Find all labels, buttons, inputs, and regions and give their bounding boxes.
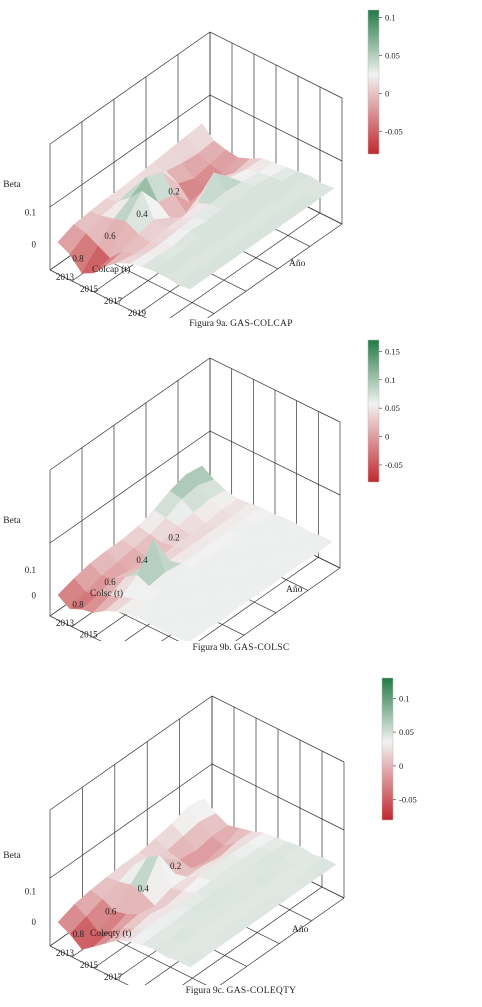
z-tick-label: 0 bbox=[32, 239, 37, 249]
colorbar-tick-label: -0.05 bbox=[399, 795, 417, 805]
surface bbox=[57, 123, 335, 290]
surface-chart-9c: 0 0.1 Beta 0.2 0.4 0.6 0.8 Coleqty (t) 2013 2015 2… bbox=[3, 677, 417, 985]
x-axis-label: Colsc (t) bbox=[90, 588, 123, 599]
x-tick-label: 0.6 bbox=[104, 231, 116, 241]
grid-line bbox=[49, 94, 343, 208]
z-tick-label: 0.1 bbox=[25, 565, 36, 575]
z-tick-label: 0 bbox=[32, 591, 37, 601]
chart-panel-9a: 0 0.1 Beta 0.2 0.4 0.6 0.8 Colcap (t) 2013 2015 20… bbox=[0, 0, 482, 336]
y-axis-label: Año bbox=[286, 585, 303, 595]
grid-line bbox=[235, 567, 341, 641]
x-axis-label: Coleqty (t) bbox=[90, 928, 131, 939]
colorbar bbox=[367, 9, 380, 155]
x-tick-label: 0.2 bbox=[168, 532, 179, 542]
x-tick-label: 0.6 bbox=[104, 577, 116, 587]
surface bbox=[57, 465, 333, 641]
caption-code: GAS-COLEQTY bbox=[226, 986, 297, 996]
surface-patch bbox=[177, 950, 207, 968]
caption-9b: Figura 9b. GAS-COLSC bbox=[0, 643, 482, 653]
surface-patch bbox=[177, 271, 207, 290]
colorbar-tick-label: 0.1 bbox=[385, 375, 396, 385]
z-axis-label: Beta bbox=[3, 516, 21, 526]
colorbar-tick-label: 0.05 bbox=[385, 403, 400, 413]
z-tick-label: 0.1 bbox=[25, 208, 36, 218]
surface bbox=[57, 798, 337, 968]
y-tick-label: 2019 bbox=[128, 984, 147, 985]
y-tick-label: 2015 bbox=[80, 284, 99, 294]
y-tick-label: 2015 bbox=[80, 630, 99, 640]
y-tick-label: 2017 bbox=[104, 972, 123, 982]
grid-line bbox=[49, 430, 341, 544]
colorbar-tick-label: -0.05 bbox=[385, 460, 403, 470]
x-tick-label: 0.8 bbox=[72, 254, 84, 264]
colorbar-tick-label: 0.05 bbox=[399, 727, 414, 737]
surface-patch bbox=[175, 626, 205, 641]
caption-prefix: Figura 9b. bbox=[192, 643, 232, 653]
grid-line bbox=[49, 357, 341, 471]
y-axis-label: Año bbox=[289, 259, 306, 269]
colorbar bbox=[381, 677, 394, 821]
colorbar-tick-label: 0 bbox=[399, 761, 403, 771]
caption-code: GAS-COLCAP bbox=[230, 319, 293, 329]
x-tick-label: 0.8 bbox=[73, 929, 85, 939]
x-tick-label: 0.6 bbox=[105, 906, 117, 916]
y-tick-label: 2013 bbox=[56, 272, 75, 282]
colorbar-tick-label: -0.05 bbox=[385, 126, 403, 136]
surface-chart-9a: 0 0.1 Beta 0.2 0.4 0.6 0.8 Colcap (t) 2013 2015 20… bbox=[3, 9, 403, 318]
caption-prefix: Figura 9c. bbox=[185, 986, 225, 996]
y-tick-label: 2015 bbox=[80, 960, 99, 970]
x-tick-label: 0.4 bbox=[138, 884, 150, 894]
y-tick-label: 2013 bbox=[56, 618, 75, 628]
grid-line bbox=[49, 615, 102, 641]
colorbar-tick-label: 0.1 bbox=[385, 13, 396, 23]
z-axis-label: Beta bbox=[3, 180, 21, 190]
y-tick-label: 2017 bbox=[104, 296, 123, 306]
colorbar-tick-label: 0.05 bbox=[385, 50, 400, 60]
grid-line bbox=[169, 212, 321, 318]
x-tick-label: 0.4 bbox=[136, 209, 148, 219]
grid-line bbox=[49, 31, 343, 145]
colorbar-tick-label: 0.15 bbox=[385, 346, 400, 356]
y-tick-label: 2013 bbox=[56, 948, 75, 958]
colorbar-tick-label: 0.1 bbox=[399, 693, 410, 703]
grid-line bbox=[49, 763, 345, 879]
x-tick-label: 0.2 bbox=[170, 861, 181, 871]
grid-line bbox=[49, 695, 345, 811]
z-tick-label: 0.1 bbox=[25, 887, 36, 897]
caption-prefix: Figura 9a. bbox=[189, 319, 228, 329]
grid-line bbox=[198, 557, 319, 641]
grid-line bbox=[182, 886, 323, 985]
colorbar bbox=[367, 339, 380, 483]
x-tick-label: 0.4 bbox=[136, 555, 148, 565]
x-tick-label: 0.8 bbox=[72, 600, 84, 610]
z-tick-label: 0 bbox=[32, 917, 37, 927]
z-axis-label: Beta bbox=[3, 851, 21, 861]
caption-9a: Figura 9a. GAS-COLCAP bbox=[0, 319, 482, 329]
caption-code: GAS-COLSC bbox=[233, 643, 290, 653]
grid-line bbox=[207, 223, 343, 318]
x-tick-label: 0.2 bbox=[168, 186, 179, 196]
y-axis-label: Año bbox=[292, 925, 309, 935]
grid-line bbox=[219, 897, 345, 985]
chart-panel-9c: 0 0.1 Beta 0.2 0.4 0.6 0.8 Coleqty (t) 2013 2015 2… bbox=[0, 662, 482, 1007]
x-axis-label: Colcap (t) bbox=[92, 264, 130, 275]
y-tick-label: 2019 bbox=[128, 308, 147, 318]
caption-9c: Figura 9c. GAS-COLEQTY bbox=[0, 986, 482, 996]
colorbar-tick-label: 0 bbox=[385, 432, 389, 442]
colorbar-tick-label: 0 bbox=[385, 88, 389, 98]
